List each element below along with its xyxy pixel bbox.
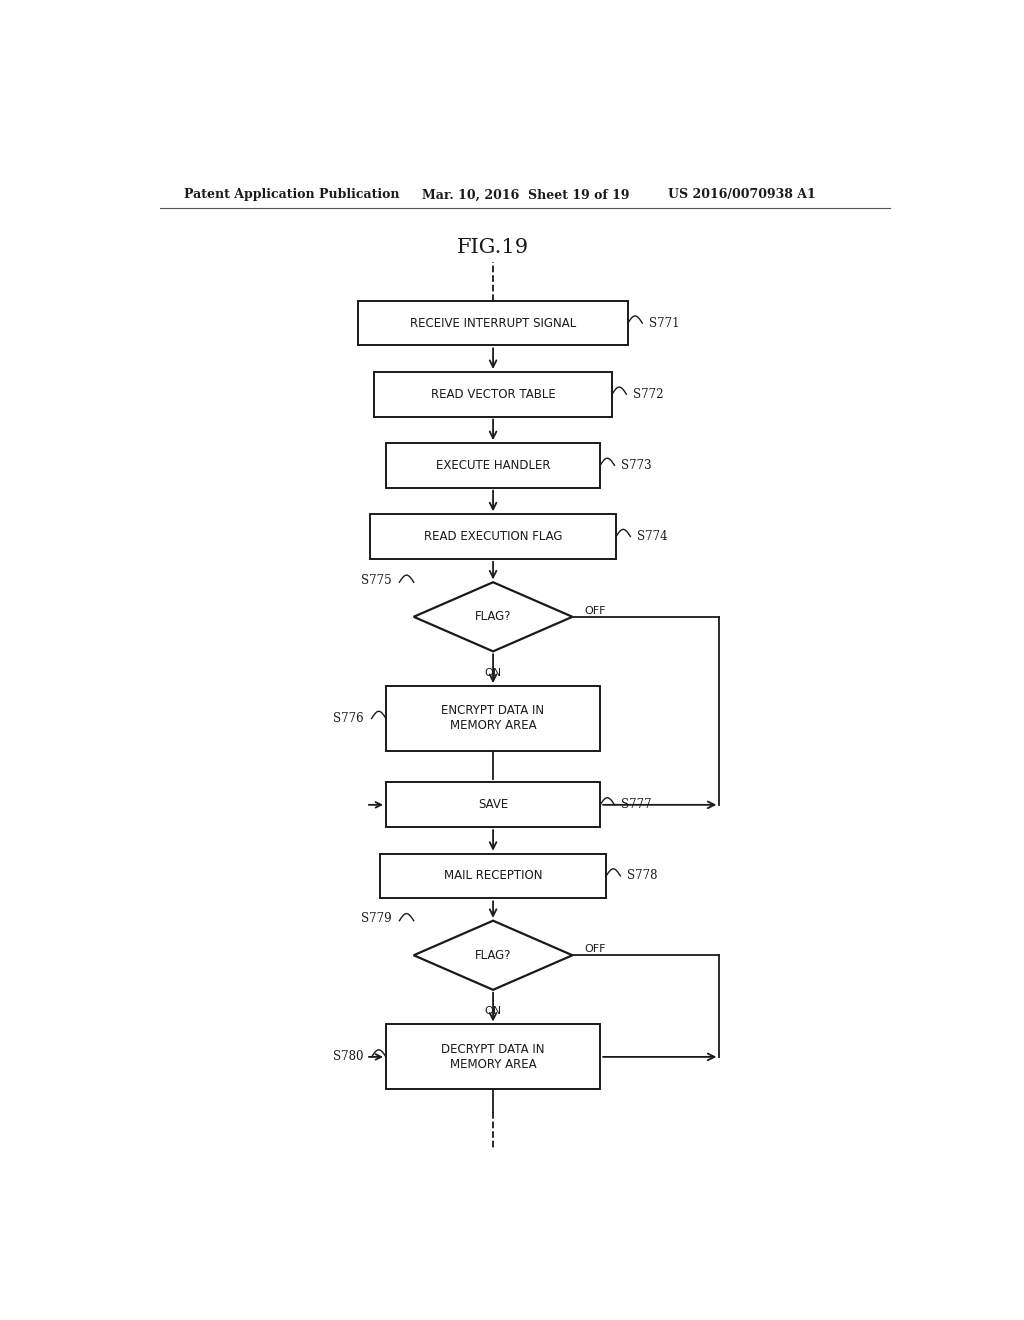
Text: RECEIVE INTERRUPT SIGNAL: RECEIVE INTERRUPT SIGNAL <box>410 317 577 330</box>
Text: ON: ON <box>484 1006 502 1016</box>
Bar <box>370 515 616 558</box>
Text: FLAG?: FLAG? <box>475 949 511 962</box>
Bar <box>374 372 612 417</box>
Text: DECRYPT DATA IN
MEMORY AREA: DECRYPT DATA IN MEMORY AREA <box>441 1043 545 1071</box>
Polygon shape <box>414 582 572 651</box>
Text: MAIL RECEPTION: MAIL RECEPTION <box>443 870 543 883</box>
Text: S777: S777 <box>621 799 651 812</box>
Text: S772: S772 <box>633 388 664 401</box>
Text: S775: S775 <box>360 574 391 586</box>
Text: READ EXECUTION FLAG: READ EXECUTION FLAG <box>424 531 562 543</box>
Text: ENCRYPT DATA IN
MEMORY AREA: ENCRYPT DATA IN MEMORY AREA <box>441 705 545 733</box>
Text: S778: S778 <box>627 870 657 883</box>
Polygon shape <box>414 921 572 990</box>
Text: S771: S771 <box>648 317 679 330</box>
Text: Mar. 10, 2016  Sheet 19 of 19: Mar. 10, 2016 Sheet 19 of 19 <box>422 189 629 202</box>
Text: SAVE: SAVE <box>478 799 508 812</box>
Bar <box>386 1024 600 1089</box>
Text: S773: S773 <box>621 459 651 471</box>
Bar <box>380 854 606 899</box>
Text: EXECUTE HANDLER: EXECUTE HANDLER <box>436 459 550 471</box>
Text: US 2016/0070938 A1: US 2016/0070938 A1 <box>668 189 815 202</box>
Bar <box>386 686 600 751</box>
Text: Patent Application Publication: Patent Application Publication <box>183 189 399 202</box>
Bar <box>386 444 600 487</box>
Text: FIG.19: FIG.19 <box>457 239 529 257</box>
Text: OFF: OFF <box>585 606 606 615</box>
Text: READ VECTOR TABLE: READ VECTOR TABLE <box>431 388 555 401</box>
Text: OFF: OFF <box>585 944 606 954</box>
Text: ON: ON <box>484 668 502 677</box>
Bar <box>358 301 628 346</box>
Bar <box>386 783 600 828</box>
Text: FLAG?: FLAG? <box>475 610 511 623</box>
Text: S774: S774 <box>637 531 668 543</box>
Text: S779: S779 <box>360 912 391 925</box>
Text: S776: S776 <box>333 711 364 725</box>
Text: S780: S780 <box>333 1051 364 1064</box>
